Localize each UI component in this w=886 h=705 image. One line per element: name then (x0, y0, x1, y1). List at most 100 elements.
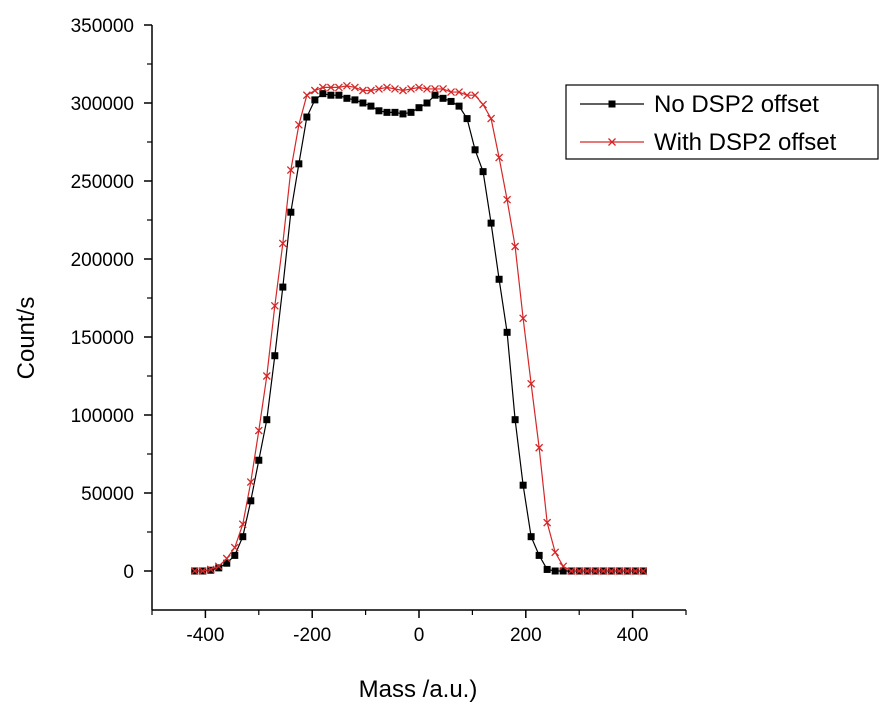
y-tick-label: 300000 (71, 94, 134, 115)
data-point (519, 314, 528, 323)
data-point (391, 85, 399, 93)
data-point (351, 96, 359, 104)
data-point (463, 91, 472, 100)
data-point (271, 352, 279, 360)
series-with-dsp2-offset (190, 81, 648, 575)
data-point (527, 379, 536, 388)
series-no-dsp2-offset (191, 90, 647, 575)
x-axis-title: Mass /a.u.) (359, 676, 478, 703)
data-point (511, 242, 520, 251)
data-point (575, 567, 584, 575)
data-point (415, 83, 423, 92)
data-point (374, 85, 383, 93)
data-point (262, 372, 271, 380)
data-point (383, 108, 391, 116)
x-tick-label: -400 (186, 625, 224, 646)
data-point (535, 443, 544, 452)
data-point (615, 567, 624, 575)
legend-marker (608, 138, 616, 146)
legend-label: No DSP2 offset (654, 91, 819, 118)
data-point (431, 85, 439, 93)
data-point (246, 478, 255, 487)
data-point (423, 99, 431, 107)
data-point (254, 426, 263, 435)
y-axis-title: Count/s (13, 297, 40, 380)
data-point (431, 91, 439, 99)
data-point (583, 567, 592, 575)
data-point (334, 83, 343, 92)
legend-entry: No DSP2 offset (580, 91, 819, 118)
data-point (567, 567, 576, 575)
data-point (423, 85, 431, 93)
data-point (223, 559, 231, 567)
data-point (343, 94, 351, 102)
y-tick-label: 0 (123, 562, 134, 583)
x-tick-label: 0 (414, 625, 425, 646)
data-point (222, 554, 231, 563)
legend-entry: With DSP2 offset (580, 129, 837, 156)
y-tick-label: 50000 (81, 484, 134, 505)
y-tick-label: 200000 (71, 250, 134, 271)
data-point (407, 85, 415, 93)
data-point (367, 102, 375, 110)
data-point (631, 567, 640, 575)
data-point (415, 104, 423, 112)
x-tick-label: 400 (617, 625, 649, 646)
y-tick-label: 150000 (71, 328, 134, 349)
data-point (455, 102, 463, 110)
data-point (487, 219, 495, 227)
data-point (503, 328, 511, 336)
data-point (503, 195, 512, 204)
data-point (511, 416, 519, 424)
data-point (471, 91, 480, 100)
data-point (238, 520, 247, 529)
data-point (231, 551, 239, 559)
data-point (310, 86, 319, 95)
data-point (519, 481, 527, 489)
data-point (198, 567, 207, 575)
data-point (559, 562, 568, 571)
x-tick-label: -200 (293, 625, 331, 646)
data-point (591, 567, 600, 575)
data-point (527, 533, 535, 541)
data-point (559, 567, 567, 575)
data-point (487, 114, 496, 123)
data-point (471, 146, 479, 154)
data-point (279, 283, 287, 291)
data-point (439, 94, 447, 102)
data-point (439, 85, 447, 93)
data-point (255, 456, 263, 464)
data-point (479, 168, 487, 176)
y-tick-label: 350000 (71, 16, 134, 37)
legend-box (565, 84, 879, 160)
data-point (326, 83, 335, 92)
x-tick-label: 200 (510, 625, 542, 646)
data-point (206, 565, 215, 574)
legend-label: With DSP2 offset (654, 129, 837, 156)
data-point (311, 96, 319, 104)
data-point (455, 88, 464, 97)
data-point (543, 565, 551, 573)
axes: -400 -200 0 200 400 0 50000 100000 150000 200000 2… (71, 16, 687, 646)
data-point (214, 562, 223, 571)
series-line (194, 92, 644, 572)
data-point (270, 301, 279, 310)
data-point (623, 567, 632, 575)
data-point (535, 551, 543, 559)
y-tick-label: 250000 (71, 172, 134, 193)
data-point (286, 166, 295, 175)
data-point (479, 100, 488, 109)
data-point (295, 160, 303, 168)
data-point (607, 567, 616, 575)
data-point (495, 275, 503, 283)
data-point (318, 83, 327, 92)
legend: No DSP2 offset With DSP2 offset (565, 84, 879, 160)
series-layer (190, 81, 648, 575)
data-point (599, 567, 608, 575)
data-point (350, 83, 359, 92)
data-point (463, 115, 471, 123)
data-point (302, 91, 311, 100)
legend-marker (608, 100, 616, 108)
data-point (447, 88, 455, 97)
